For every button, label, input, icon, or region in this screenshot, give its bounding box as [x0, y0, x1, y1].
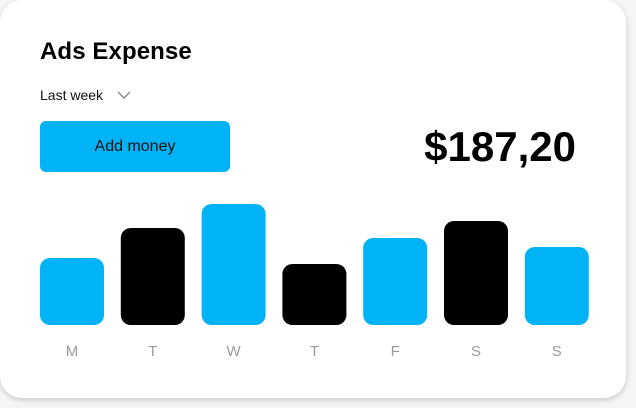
bar-4 — [363, 238, 428, 325]
bar-5 — [444, 221, 508, 325]
day-label-0: M — [66, 343, 79, 360]
day-label-2: W — [227, 343, 242, 360]
day-label-5: S — [471, 343, 481, 360]
bar-1 — [120, 228, 185, 325]
period-label: Last week — [40, 87, 104, 103]
bar-6 — [524, 247, 589, 325]
day-label-3: T — [310, 343, 319, 360]
period-dropdown[interactable]: Last week — [40, 87, 131, 103]
bar-2 — [201, 204, 266, 325]
total-amount: $187,20 — [424, 123, 576, 170]
add-money-button[interactable]: Add money — [40, 121, 230, 172]
ads-expense-card: Ads Expense Last week Add money $187,20 … — [0, 0, 626, 398]
card-title: Ads Expense — [40, 38, 192, 65]
chart-bars — [40, 204, 589, 325]
bar-3 — [282, 264, 347, 325]
bar-0 — [40, 258, 104, 325]
day-label-4: F — [391, 343, 400, 360]
chevron-down-icon[interactable] — [117, 88, 131, 102]
day-label-6: S — [552, 343, 562, 360]
day-label-1: T — [148, 343, 157, 360]
